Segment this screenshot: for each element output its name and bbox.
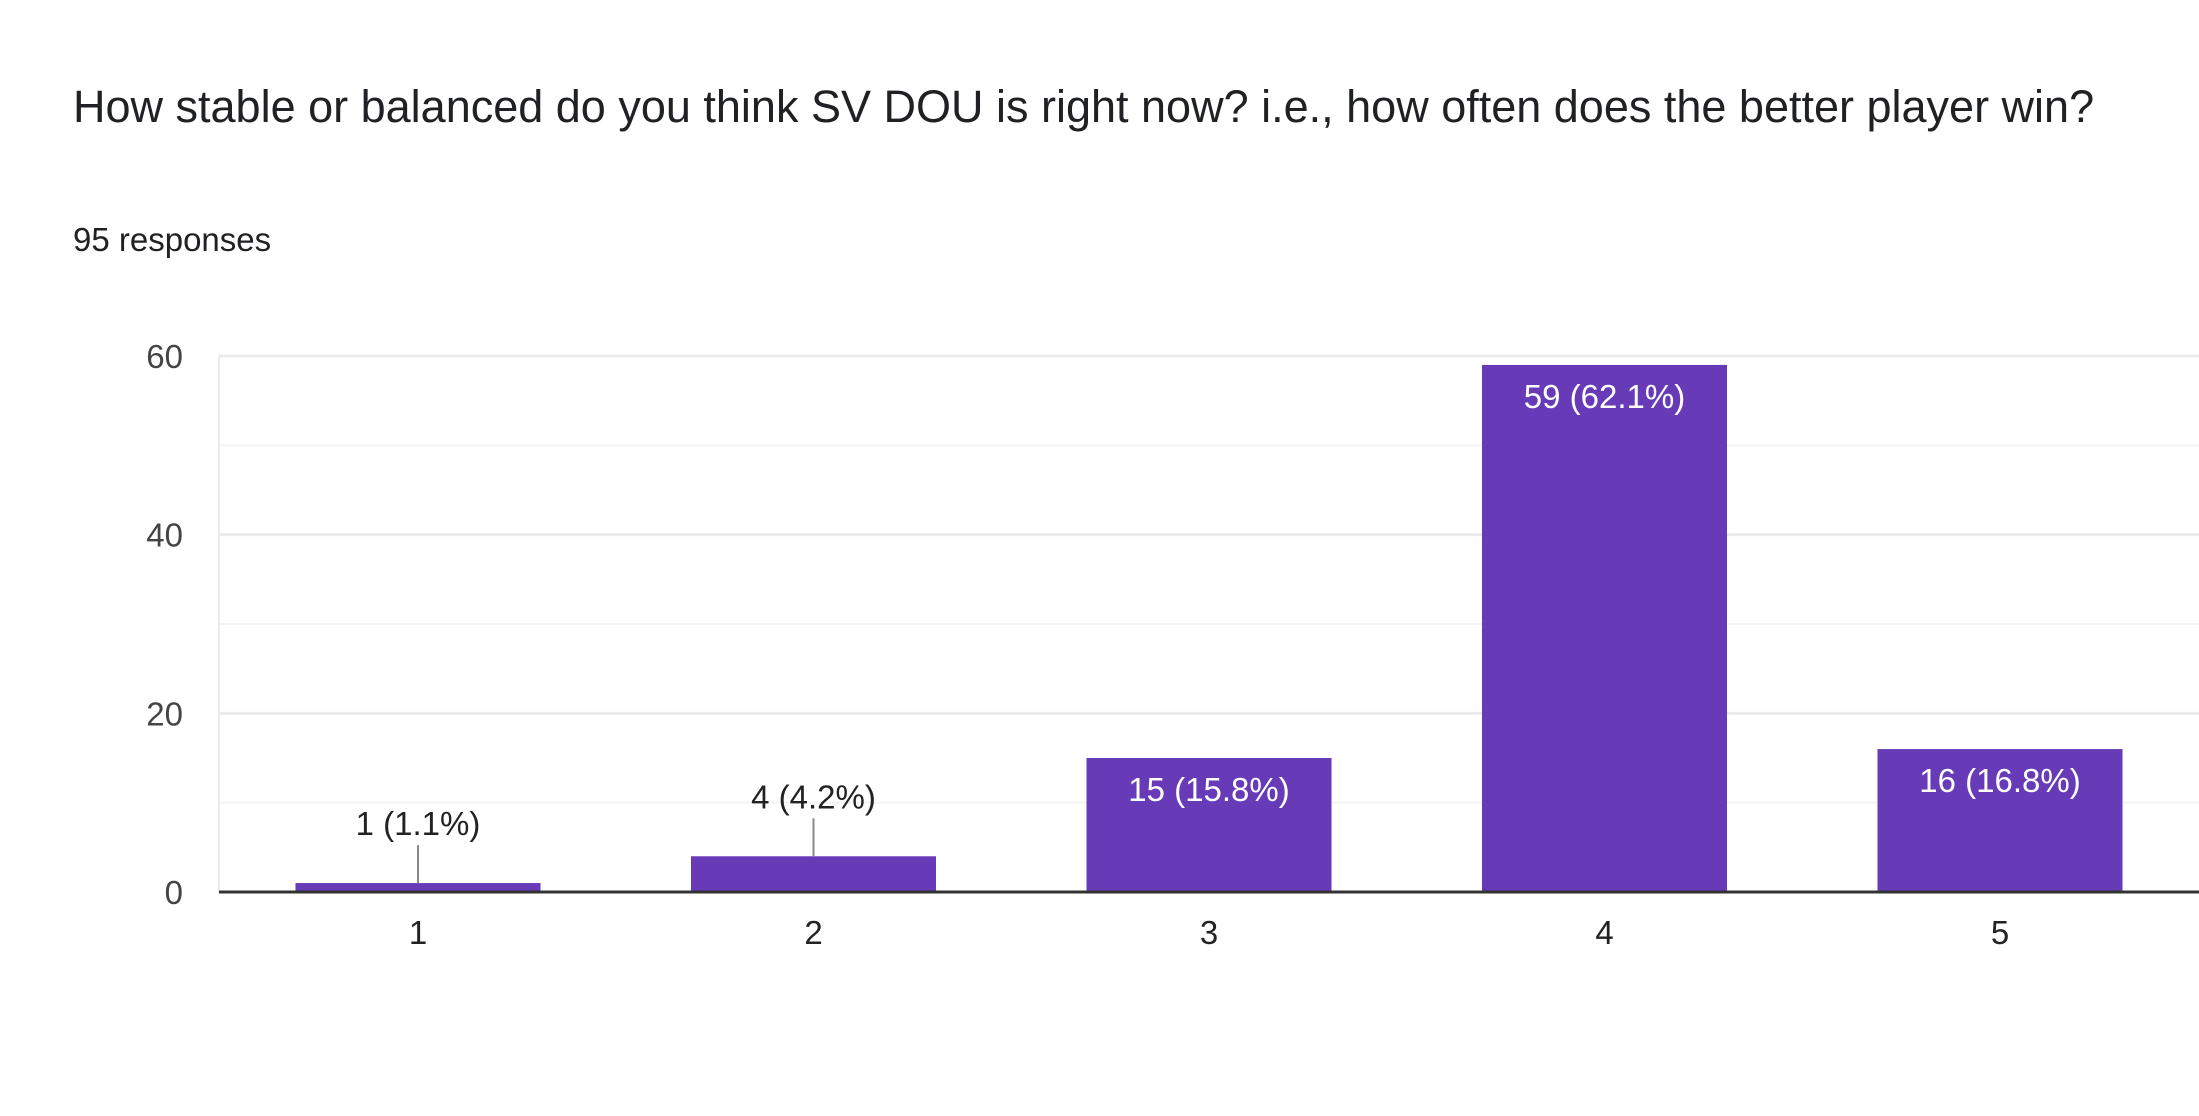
bar-4 <box>1482 364 1727 892</box>
data-label-5: 16 (16.8%) <box>1919 762 2080 799</box>
bars <box>295 364 2123 892</box>
bar-3 <box>1086 758 1332 892</box>
y-axis-ticks: 0 20 40 60 <box>146 338 183 911</box>
data-label-4: 59 (62.1%) <box>1524 378 1685 415</box>
bar-2 <box>691 856 936 892</box>
x-tick-label-3: 3 <box>1200 914 1218 951</box>
y-tick-label: 0 <box>165 874 183 911</box>
bar-5 <box>1877 749 2123 892</box>
question-title: How stable or balanced do you think SV D… <box>73 81 2095 132</box>
data-labels: 1 (1.1%) 4 (4.2%) 15 (15.8%) 59 (62.1%) 16 (… <box>356 378 2081 884</box>
x-tick-label-5: 5 <box>1991 914 2009 951</box>
y-tick-label: 60 <box>146 338 183 375</box>
grid-lines <box>218 354 2199 892</box>
x-tick-label-2: 2 <box>804 914 822 951</box>
y-tick-label: 40 <box>146 517 183 554</box>
x-tick-label-4: 4 <box>1595 914 1613 951</box>
data-label-3: 15 (15.8%) <box>1128 771 1289 808</box>
y-tick-label: 20 <box>146 695 183 732</box>
data-label-1: 1 (1.1%) <box>356 805 481 842</box>
x-tick-label-1: 1 <box>409 914 427 951</box>
data-label-2: 4 (4.2%) <box>751 778 876 815</box>
bar-1 <box>295 883 541 892</box>
x-axis-ticks: 1 2 3 4 5 <box>409 914 2009 951</box>
response-count: 95 responses <box>73 221 272 258</box>
